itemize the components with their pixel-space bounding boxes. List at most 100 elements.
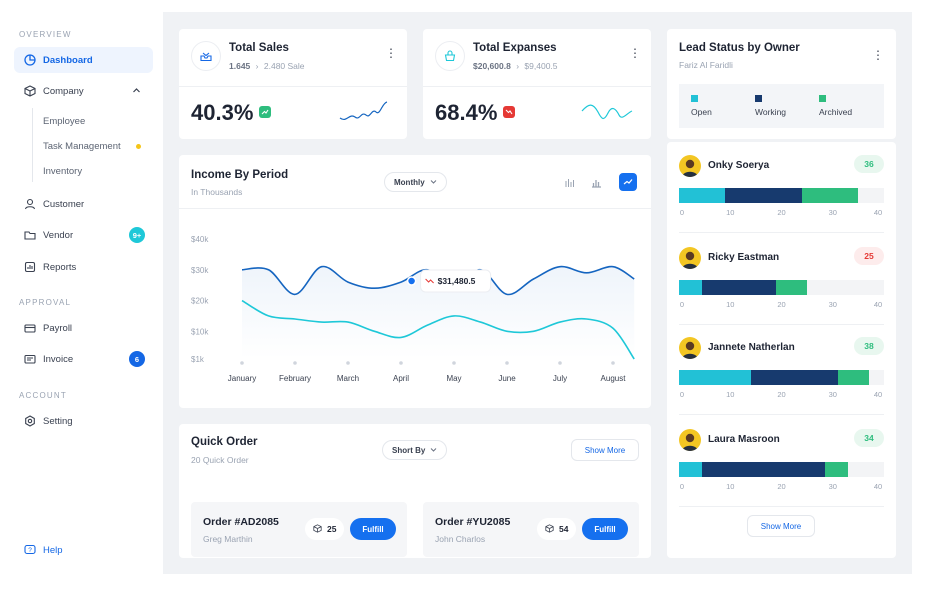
help-link[interactable]: ? Help — [14, 537, 153, 563]
lead-status-title: Lead Status by Owner — [679, 42, 800, 54]
sidebar-item-label: Vendor — [43, 229, 74, 241]
bar-segment-open — [679, 462, 703, 477]
sidebar-item-label: Reports — [43, 261, 77, 273]
sidebar-subitem-inventory[interactable]: Inventory — [43, 166, 83, 177]
trend-up-icon — [259, 106, 271, 118]
divider — [179, 208, 651, 209]
avatar — [679, 155, 701, 177]
quick-order-title: Quick Order — [191, 436, 258, 448]
income-chart-card: Income By Period In Thousands Monthly $4… — [179, 155, 651, 408]
y-tick-label: $1k — [191, 355, 205, 364]
kebab-menu-icon[interactable]: ⋮ — [629, 46, 641, 60]
sidebar-item-label: Payroll — [43, 322, 73, 334]
show-more-orders-button[interactable]: Show More — [571, 439, 639, 461]
income-title: Income By Period — [191, 169, 289, 181]
sidebar-item-payroll[interactable]: Payroll — [14, 315, 153, 341]
total-sales-card: Total Sales 1.645 › 2.480 Sale ⋮ 40.3% — [179, 29, 407, 139]
section-title-approval: APPROVAL — [19, 298, 72, 307]
divider — [679, 324, 884, 325]
bar-tick-label: 30 — [828, 300, 837, 309]
y-tick-label: $20k — [191, 297, 209, 306]
bar-tick-label: 0 — [679, 208, 685, 217]
divider — [179, 86, 407, 87]
avatar — [679, 337, 701, 359]
total-sales-current: 1.645 — [229, 61, 251, 71]
section-title-account: ACCOUNT — [19, 391, 67, 400]
fulfill-button[interactable]: Fulfill — [582, 518, 628, 540]
sidebar-item-reports[interactable]: Reports — [14, 254, 153, 280]
bar-tick-label: 0 — [679, 390, 685, 399]
lead-stacked-bar — [679, 188, 884, 203]
total-expenses-card: Total Expanses $20,600.8 › $9,400.5 ⋮ 68… — [423, 29, 651, 139]
x-tick-label: March — [337, 374, 359, 383]
kebab-menu-icon[interactable]: ⋮ — [385, 46, 397, 60]
sidebar-item-label: Setting — [43, 415, 73, 427]
lead-status-header-card: Lead Status by Owner Fariz Al Faridli ⋮ … — [667, 29, 896, 139]
owner-name: Jannete Natherlan — [708, 342, 795, 353]
sidebar-item-company[interactable]: Company — [14, 78, 153, 104]
kebab-menu-icon[interactable]: ⋮ — [872, 48, 884, 62]
highlight-point — [406, 276, 417, 286]
bar-tick-label: 30 — [828, 390, 837, 399]
sidebar-item-setting[interactable]: Setting — [14, 408, 153, 434]
sidebar-subitem-task-management[interactable]: Task Management — [43, 141, 121, 152]
sort-dropdown[interactable]: Short By — [382, 440, 448, 460]
trend-down-icon — [503, 106, 515, 118]
bar-tick-label: 0 — [679, 300, 685, 309]
order-quantity-value: 54 — [559, 524, 569, 534]
x-tick-dot — [505, 361, 509, 365]
legend-label-open: Open — [691, 107, 712, 117]
show-more-leads-button[interactable]: Show More — [747, 515, 815, 537]
folder-icon — [24, 229, 36, 241]
chevron-up-icon[interactable] — [132, 86, 141, 98]
main-content: Total Sales 1.645 › 2.480 Sale ⋮ 40.3% T… — [163, 12, 912, 574]
sidebar-item-label: Invoice — [43, 353, 74, 365]
tooltip-box — [420, 269, 492, 293]
sidebar-item-vendor[interactable]: Vendor 9+ — [14, 222, 153, 248]
sidebar-item-label: Dashboard — [43, 54, 93, 66]
sidebar-item-dashboard[interactable]: Dashboard — [14, 47, 153, 73]
order-title: Order #YU2085 — [435, 516, 511, 528]
notification-dot — [136, 144, 141, 149]
income-line-chart: $40k $30k $20k $10k $1k January February March A… — [191, 235, 635, 383]
wallet-icon — [24, 322, 36, 334]
sidebar-subitem-employee[interactable]: Employee — [43, 116, 86, 127]
bar-tick-label: 30 — [828, 482, 837, 491]
bar-segment-archived — [802, 188, 859, 203]
fulfill-button[interactable]: Fulfill — [350, 518, 396, 540]
user-icon — [24, 198, 36, 210]
total-expenses-current: $20,600.8 — [473, 61, 511, 71]
x-tick-dot — [452, 361, 456, 365]
basket-icon — [435, 41, 465, 71]
x-tick-dot — [611, 361, 615, 365]
lead-stacked-bar — [679, 462, 884, 477]
tooltip-value: $31,480.5 — [438, 276, 476, 286]
series-line — [241, 299, 635, 360]
sidebar-item-customer[interactable]: Customer — [14, 191, 153, 217]
expenses-sparkline — [581, 104, 633, 120]
bar-chart-toggle-icon[interactable] — [560, 173, 578, 191]
box-icon — [24, 85, 36, 97]
legend-swatch-archived — [819, 95, 826, 102]
gear-icon — [24, 415, 36, 427]
period-dropdown[interactable]: Monthly — [384, 172, 447, 192]
chevron-down-icon — [430, 446, 437, 455]
lead-owner-row: Ricky Eastman 25 0 10 20 30 40 — [679, 247, 884, 337]
series-area — [242, 266, 635, 359]
line-chart-toggle-icon[interactable] — [619, 173, 637, 191]
total-sales-title: Total Sales — [229, 42, 289, 54]
column-chart-toggle-icon[interactable] — [587, 173, 605, 191]
bar-tick-label: 20 — [777, 208, 786, 217]
sidebar-item-invoice[interactable]: Invoice 6 — [14, 346, 153, 372]
bar-tick-label: 10 — [726, 482, 735, 491]
quick-order-card: Quick Order 20 Quick Order Short By Show… — [179, 424, 651, 558]
owner-score-badge: 38 — [854, 337, 884, 355]
total-expenses-previous: $9,400.5 — [524, 61, 558, 71]
owner-name: Onky Soerya — [708, 160, 770, 171]
x-tick-label: January — [228, 374, 256, 383]
bar-segment-archived — [837, 370, 869, 385]
bar-tick-label: 10 — [726, 300, 735, 309]
section-title-overview: OVERVIEW — [19, 30, 72, 39]
owner-score-badge: 25 — [854, 247, 884, 265]
bar-segment-open — [679, 370, 751, 385]
